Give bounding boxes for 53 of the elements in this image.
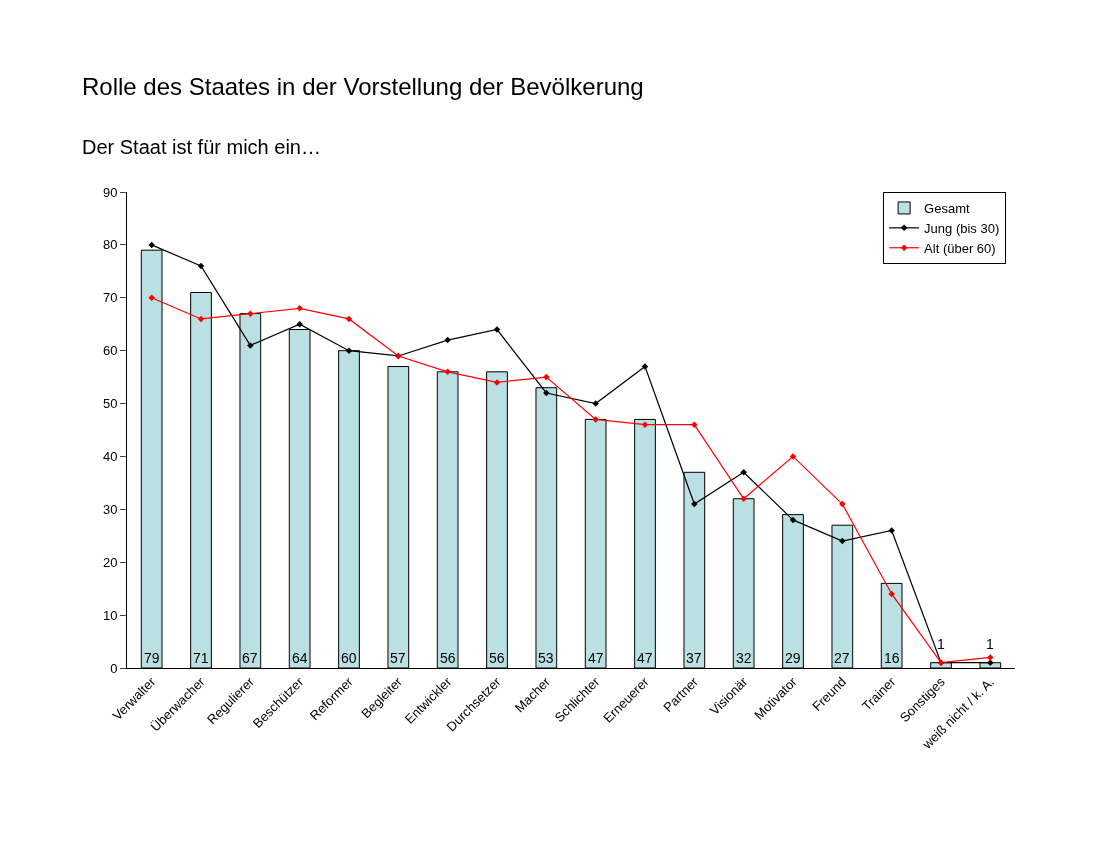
point xyxy=(148,241,155,249)
point xyxy=(691,421,698,428)
y-tick-label: 60 xyxy=(102,343,118,359)
data-label: 16 xyxy=(884,650,900,666)
legend-label: Gesamt xyxy=(924,201,971,217)
data-label: 37 xyxy=(686,650,702,666)
data-label: 56 xyxy=(489,650,505,666)
point xyxy=(740,495,747,503)
point xyxy=(247,342,254,349)
point xyxy=(987,659,994,666)
point xyxy=(592,400,599,407)
data-label: 1 xyxy=(937,636,945,652)
data-label: 60 xyxy=(341,650,357,666)
chart-subtitle: Der Staat ist für mich ein… xyxy=(82,136,321,158)
point xyxy=(345,315,353,323)
legend-label: Alt (über 60) xyxy=(924,240,996,256)
data-label: 71 xyxy=(193,650,209,666)
data-label: 29 xyxy=(785,650,801,666)
y-tick-label: 20 xyxy=(102,554,118,570)
y-tick-label: 40 xyxy=(102,448,118,464)
data-label: 67 xyxy=(242,650,258,666)
y-tick-label: 50 xyxy=(102,396,118,412)
data-label: 1 xyxy=(986,636,994,652)
data-label: 56 xyxy=(440,650,456,666)
point xyxy=(296,305,303,312)
y-tick-label: 10 xyxy=(102,607,118,623)
point xyxy=(987,654,994,661)
y-tick-label: 90 xyxy=(102,184,118,200)
data-label: 53 xyxy=(538,650,554,666)
point xyxy=(247,310,254,317)
data-label: 47 xyxy=(588,650,604,666)
point xyxy=(789,516,797,524)
data-label: 64 xyxy=(292,650,308,666)
data-label: 27 xyxy=(834,650,850,666)
point xyxy=(197,262,205,270)
point xyxy=(543,373,550,381)
point xyxy=(444,368,451,376)
point xyxy=(148,294,155,302)
y-tick-label: 30 xyxy=(102,501,118,517)
point xyxy=(888,527,895,534)
legend-label: Jung (bis 30) xyxy=(924,220,1000,236)
data-label: 32 xyxy=(736,650,752,666)
data-label: 47 xyxy=(637,650,653,666)
y-tick-label: 0 xyxy=(110,660,118,676)
y-tick-label: 70 xyxy=(102,290,118,306)
data-label: 57 xyxy=(390,650,406,666)
point xyxy=(592,416,599,423)
data-label: 79 xyxy=(144,650,160,666)
point xyxy=(296,320,303,328)
point xyxy=(740,469,747,476)
chart-title: Rolle des Staates in der Vorstellung der Bevölkerung xyxy=(82,73,644,100)
y-tick-label: 80 xyxy=(102,237,118,253)
point xyxy=(197,315,205,323)
